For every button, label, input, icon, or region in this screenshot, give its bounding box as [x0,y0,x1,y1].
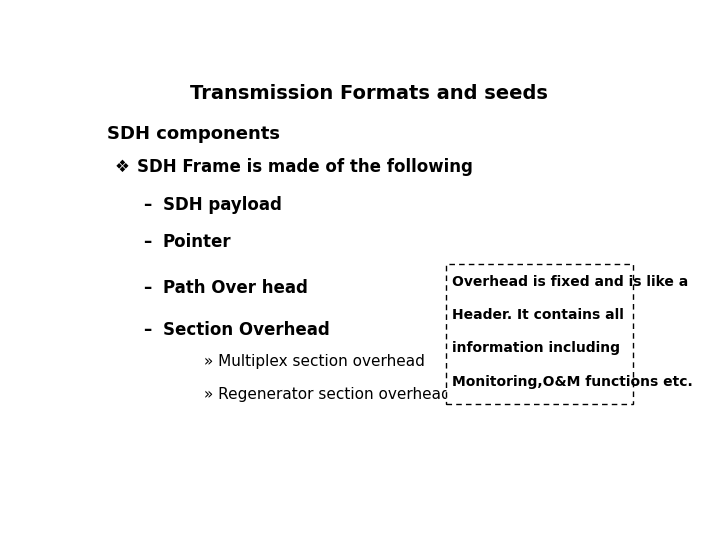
Text: SDH payload: SDH payload [163,196,282,214]
Text: –: – [143,196,151,214]
Text: Header. It contains all: Header. It contains all [451,308,624,322]
Text: ❖: ❖ [115,158,130,177]
Text: » Multiplex section overhead: » Multiplex section overhead [204,354,426,369]
Text: Pointer: Pointer [163,233,231,251]
Text: –: – [143,233,151,251]
Text: SDH Frame is made of the following: SDH Frame is made of the following [138,158,473,177]
Text: Path Over head: Path Over head [163,279,307,297]
Text: Monitoring,O&M functions etc.: Monitoring,O&M functions etc. [451,375,693,389]
Text: Transmission Formats and seeds: Transmission Formats and seeds [190,84,548,103]
Text: Overhead is fixed and is like a: Overhead is fixed and is like a [451,275,688,289]
FancyBboxPatch shape [446,265,633,404]
Text: –: – [143,279,151,297]
Text: Section Overhead: Section Overhead [163,321,329,339]
Text: information including: information including [451,341,620,355]
Text: » Regenerator section overhead: » Regenerator section overhead [204,387,451,402]
Text: –: – [143,321,151,339]
Text: SDH components: SDH components [107,125,280,143]
